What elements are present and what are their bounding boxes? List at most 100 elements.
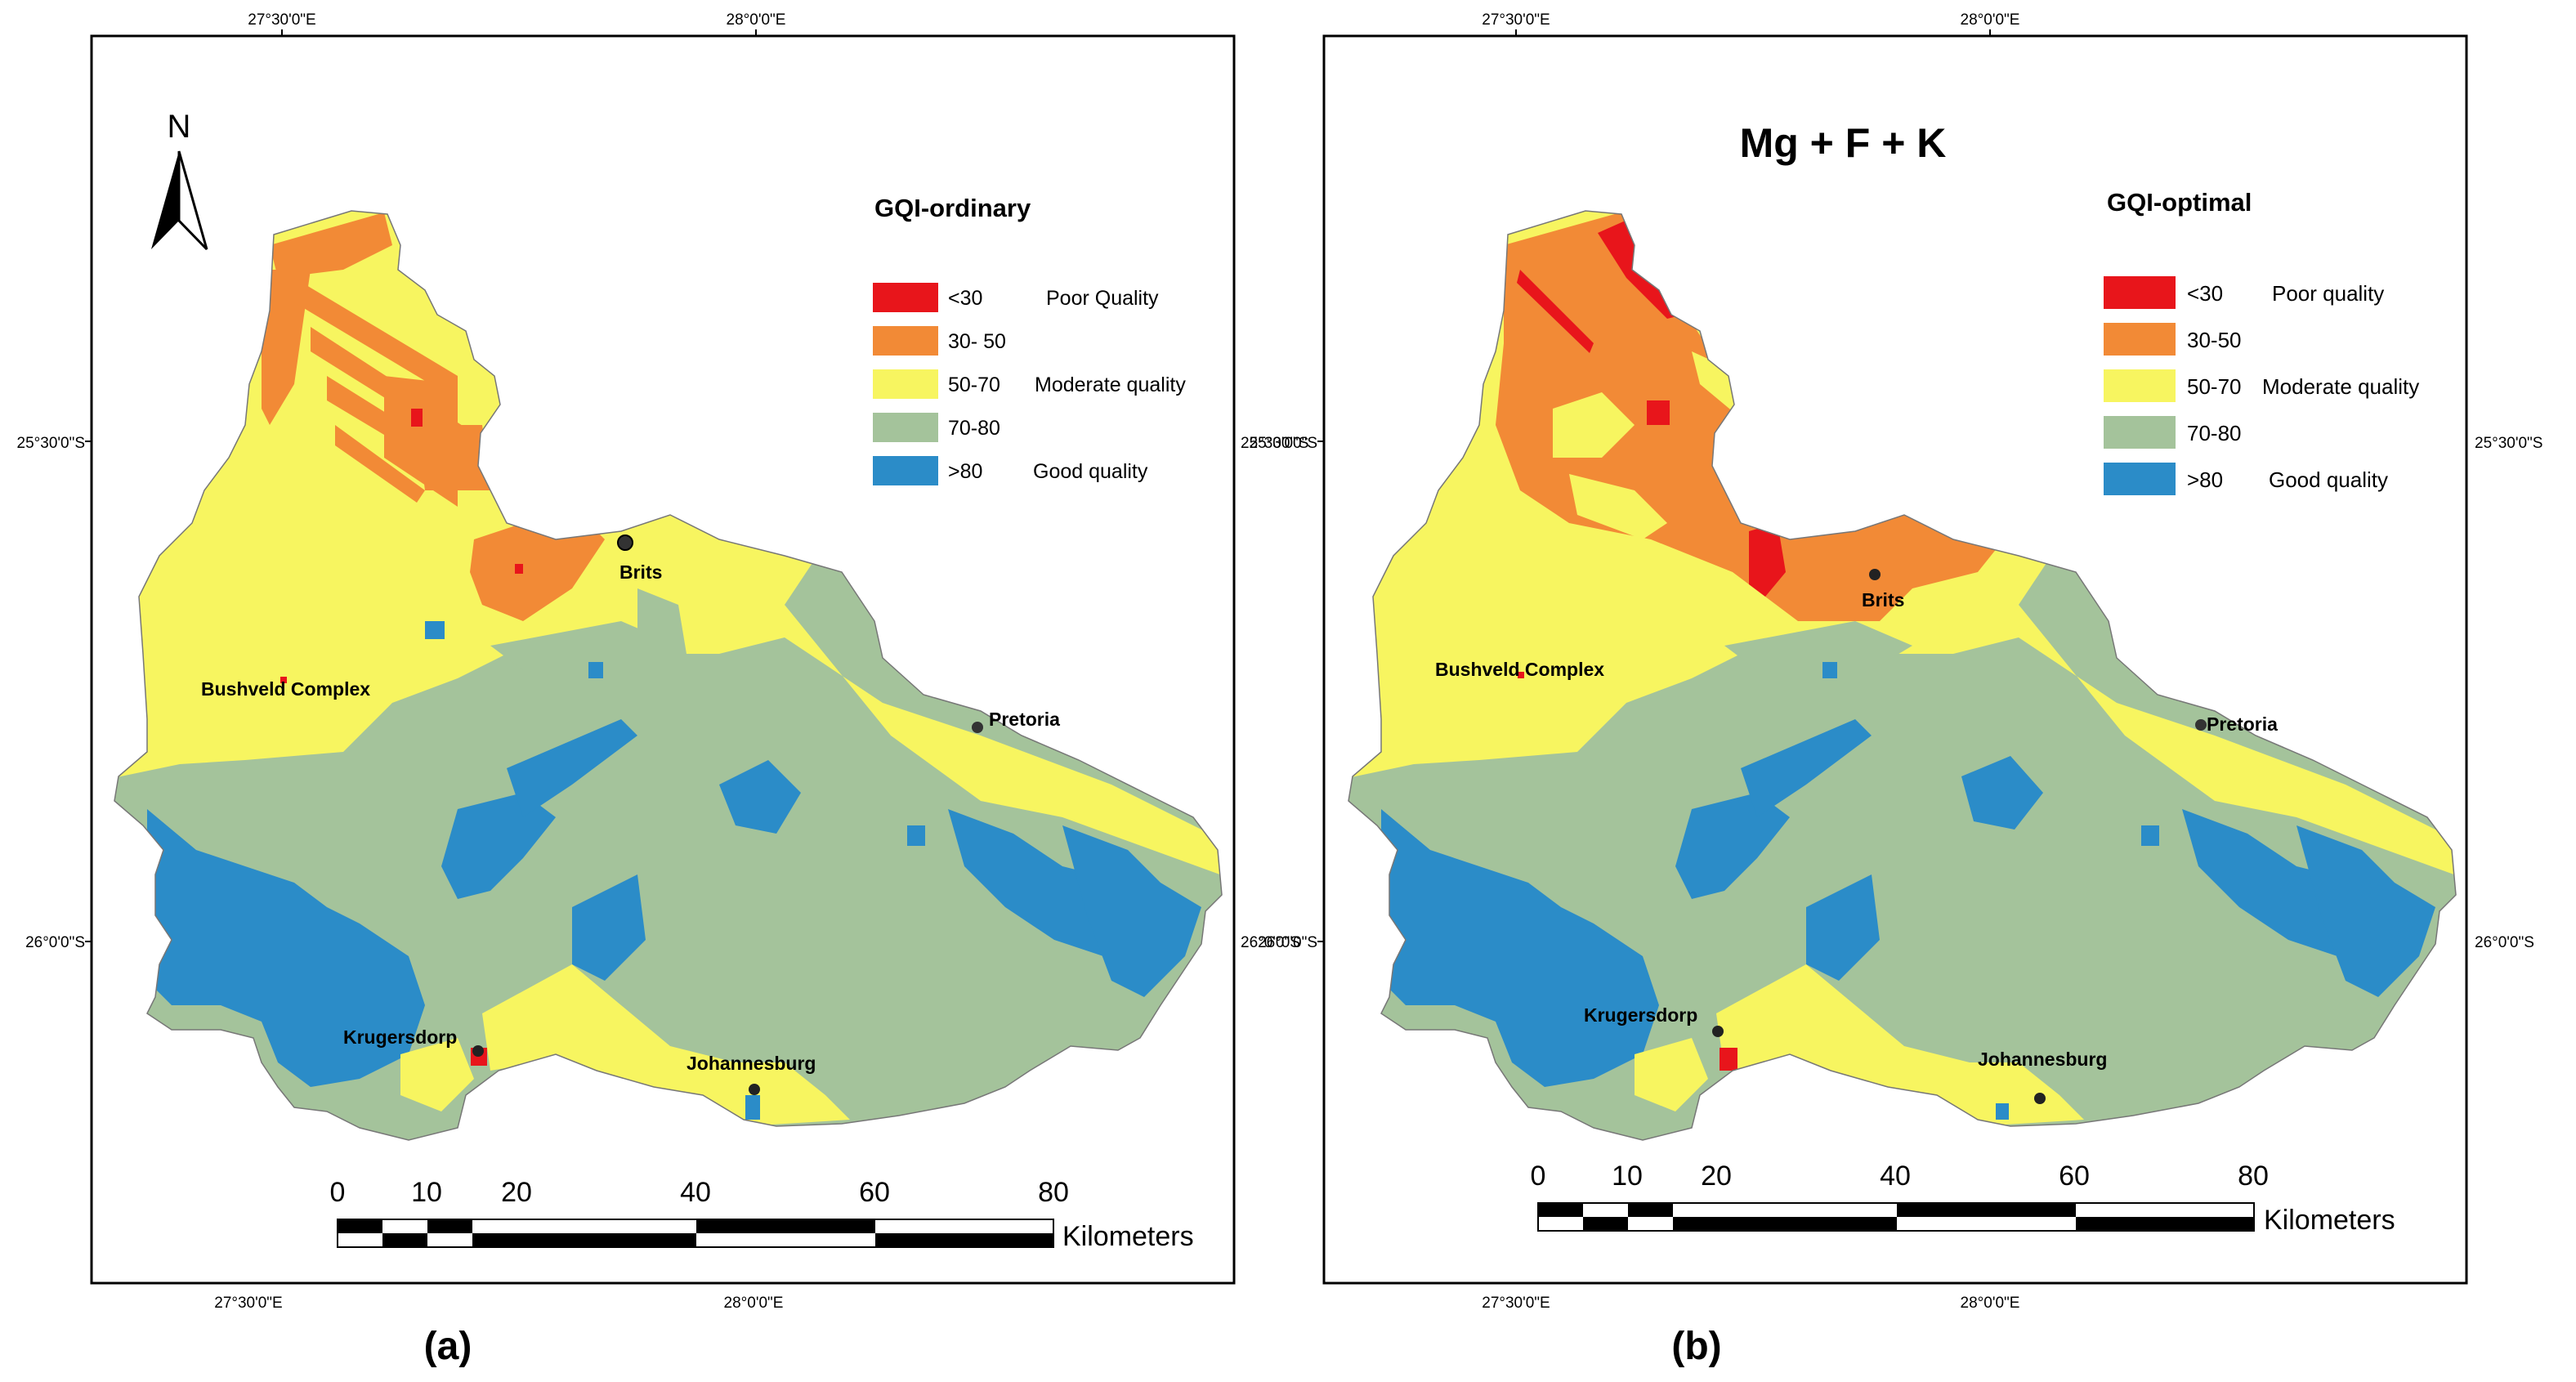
lat-label-right-bottom: 26°0'0"S bbox=[1241, 934, 1300, 951]
legend-item: <30 Poor quality bbox=[2104, 276, 2384, 309]
north-label: N bbox=[168, 109, 191, 145]
legend-label: Good quality bbox=[1033, 460, 1148, 483]
legend-swatch bbox=[873, 283, 938, 312]
lat-label-left-top: 25°30'0"S bbox=[1250, 435, 1317, 452]
scale-unit: Kilometers bbox=[1062, 1221, 1194, 1252]
legend-label: Moderate quality bbox=[2262, 374, 2419, 399]
legend-title-a: GQI-ordinary bbox=[874, 194, 1031, 222]
scale-tick: 80 bbox=[1038, 1177, 1069, 1208]
johannesburg-marker bbox=[2034, 1093, 2046, 1104]
lon-label-bottom-left: 27°30'0"E bbox=[214, 1295, 282, 1312]
scale-tick: 40 bbox=[680, 1177, 711, 1208]
legend-item: <30 Poor Quality bbox=[873, 283, 1159, 312]
lon-label-top-left: 27°30'0"E bbox=[1482, 11, 1550, 29]
legend-range: <30 bbox=[948, 287, 982, 310]
legend-swatch bbox=[2104, 276, 2176, 309]
north-arrow: N bbox=[151, 109, 208, 251]
legend-range: <30 bbox=[2187, 281, 2223, 306]
krugersdorp-marker bbox=[1712, 1026, 1724, 1037]
lon-label-bottom-right: 28°0'0"E bbox=[1961, 1295, 2020, 1312]
legend-item: 50-70 Moderate quality bbox=[2104, 369, 2419, 402]
legend-range: >80 bbox=[2187, 467, 2223, 492]
brits-marker bbox=[617, 534, 633, 551]
lon-label-top-right: 28°0'0"E bbox=[727, 11, 786, 29]
legend-range: 70-80 bbox=[2187, 421, 2242, 445]
place-johannesburg: Johannesburg bbox=[1978, 1049, 2107, 1070]
place-pretoria: Pretoria bbox=[2207, 713, 2278, 735]
legend-range: 30- 50 bbox=[948, 330, 1006, 353]
place-johannesburg: Johannesburg bbox=[686, 1053, 816, 1074]
scale-tick: 80 bbox=[2238, 1161, 2269, 1192]
scale-bar-a: 0 10 20 40 60 80 Kilometers bbox=[330, 1177, 1194, 1252]
legend-swatch bbox=[873, 456, 938, 485]
legend-label: Poor quality bbox=[2272, 281, 2384, 306]
legend-label: Moderate quality bbox=[1035, 373, 1186, 396]
legend-swatch bbox=[2104, 463, 2176, 495]
lat-label-right-top: 25°30'0"S bbox=[1241, 435, 1308, 452]
panel-b: 27°30'0"E 28°0'0"E 27°30'0"E 28°0'0"E 25… bbox=[1250, 11, 2543, 1368]
krugersdorp-marker bbox=[472, 1045, 484, 1057]
panel-title-b: Mg + F + K bbox=[1740, 120, 1947, 166]
place-krugersdorp: Krugersdorp bbox=[1584, 1004, 1697, 1026]
lon-label-bottom-left: 27°30'0"E bbox=[1482, 1295, 1550, 1312]
legend-item: 30- 50 bbox=[873, 326, 1006, 356]
legend-swatch bbox=[873, 326, 938, 356]
place-brits: Brits bbox=[1862, 589, 1904, 610]
legend-swatch bbox=[873, 369, 938, 399]
legend-item: 70-80 bbox=[873, 413, 1000, 442]
scale-bar-b: 0 10 20 40 60 80 Kilometers bbox=[1531, 1161, 2395, 1236]
legend-swatch bbox=[873, 413, 938, 442]
legend-label: Good quality bbox=[2269, 467, 2388, 492]
scale-tick: 20 bbox=[1701, 1161, 1732, 1192]
legend-item: >80 Good quality bbox=[2104, 463, 2388, 495]
legend-title-b: GQI-optimal bbox=[2107, 188, 2252, 217]
scale-tick: 60 bbox=[859, 1177, 890, 1208]
legend-b: GQI-optimal <30 Poor quality 30-50 50-70… bbox=[2104, 188, 2419, 495]
lat-label-left-top: 25°30'0"S bbox=[17, 435, 85, 452]
legend-item: 70-80 bbox=[2104, 416, 2242, 449]
scale-tick: 10 bbox=[1612, 1161, 1643, 1192]
place-brits: Brits bbox=[619, 561, 662, 583]
brits-marker bbox=[1869, 569, 1881, 580]
place-bushveld-complex: Bushveld Complex bbox=[1435, 659, 1604, 680]
scale-tick: 40 bbox=[1880, 1161, 1911, 1192]
caption-b: (b) bbox=[1671, 1325, 1721, 1368]
legend-range: 30-50 bbox=[2187, 328, 2242, 352]
lon-label-top-right: 28°0'0"E bbox=[1961, 11, 2020, 29]
pretoria-marker bbox=[972, 722, 983, 733]
scale-tick: 0 bbox=[330, 1177, 346, 1208]
legend-range: 50-70 bbox=[948, 373, 1000, 396]
legend-range: 70-80 bbox=[948, 417, 1000, 440]
legend-swatch bbox=[2104, 369, 2176, 402]
lat-label-left-bottom: 26°0'0"S bbox=[1258, 934, 1317, 951]
legend-item: 50-70 Moderate quality bbox=[873, 369, 1186, 399]
place-pretoria: Pretoria bbox=[989, 709, 1060, 730]
place-krugersdorp: Krugersdorp bbox=[343, 1026, 457, 1048]
panel-a: 27°30'0"E 28°0'0"E 27°30'0"E 28°0'0"E 25… bbox=[17, 11, 1309, 1368]
lat-label-left-bottom: 26°0'0"S bbox=[25, 934, 85, 951]
legend-label: Poor Quality bbox=[1046, 287, 1159, 310]
map-frame-a bbox=[90, 34, 1236, 1285]
scale-tick: 0 bbox=[1531, 1161, 1546, 1192]
scale-tick: 20 bbox=[501, 1177, 532, 1208]
johannesburg-marker bbox=[749, 1084, 760, 1095]
lon-label-bottom-right: 28°0'0"E bbox=[724, 1295, 784, 1312]
lon-label-top-left: 27°30'0"E bbox=[248, 11, 315, 29]
lat-label-right-bottom: 26°0'0"S bbox=[2475, 934, 2534, 951]
scale-tick: 60 bbox=[2059, 1161, 2090, 1192]
scale-unit: Kilometers bbox=[2264, 1205, 2395, 1236]
legend-range: >80 bbox=[948, 460, 982, 483]
pretoria-marker bbox=[2195, 719, 2207, 731]
scale-tick: 10 bbox=[411, 1177, 442, 1208]
legend-a: GQI-ordinary <30 Poor Quality 30- 50 50-… bbox=[873, 194, 1186, 485]
legend-item: >80 Good quality bbox=[873, 456, 1148, 485]
legend-swatch bbox=[2104, 416, 2176, 449]
map-frame-b bbox=[1322, 34, 2468, 1285]
lat-label-right-top: 25°30'0"S bbox=[2475, 435, 2542, 452]
legend-range: 50-70 bbox=[2187, 374, 2242, 399]
caption-a: (a) bbox=[424, 1325, 472, 1368]
place-bushveld-complex: Bushveld Complex bbox=[201, 678, 370, 700]
legend-swatch bbox=[2104, 323, 2176, 356]
legend-item: 30-50 bbox=[2104, 323, 2242, 356]
